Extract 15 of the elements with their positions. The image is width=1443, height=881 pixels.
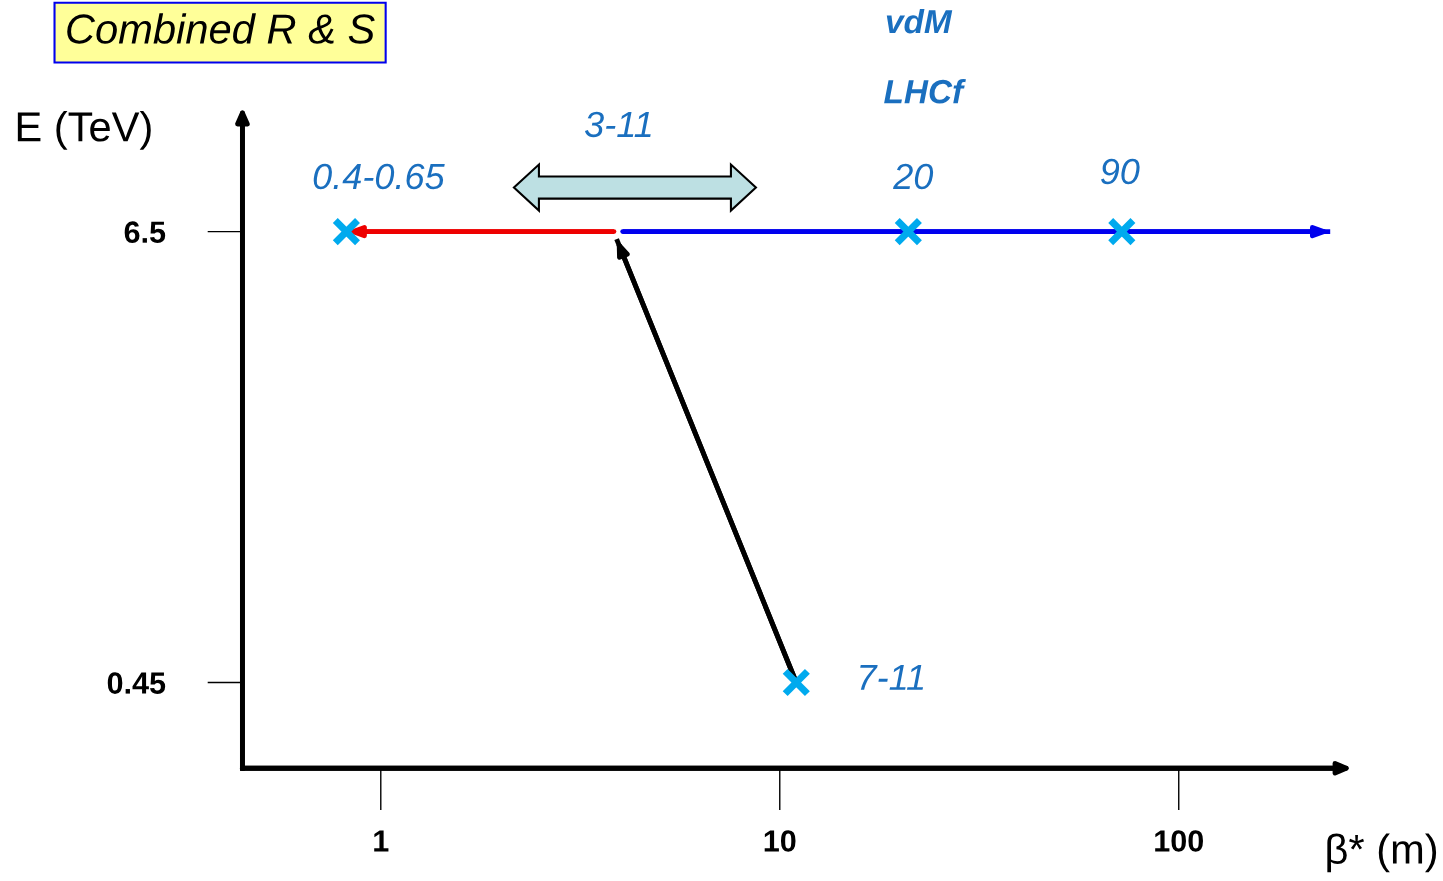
x-tick-label: 10: [764, 830, 796, 852]
annotation: 90: [1100, 158, 1140, 185]
annotation: 7-11: [860, 665, 924, 690]
y-tick-label: 6.5: [124, 221, 166, 243]
x-axis-title: β* (m): [1327, 833, 1437, 873]
text: LHCf: [884, 78, 966, 104]
annotation: 20: [893, 163, 934, 190]
y-tick-label: 0.45: [107, 672, 166, 694]
annotation: 0.4-0.65: [313, 163, 445, 190]
x-tick-label: 1: [374, 830, 389, 852]
annotation: 3-11: [584, 111, 651, 138]
x-tick-label: 100: [1155, 830, 1203, 852]
chart-title: Combined R & S: [67, 13, 375, 44]
y-axis-title: E (TeV): [17, 110, 151, 150]
text: vdM: [886, 8, 953, 34]
